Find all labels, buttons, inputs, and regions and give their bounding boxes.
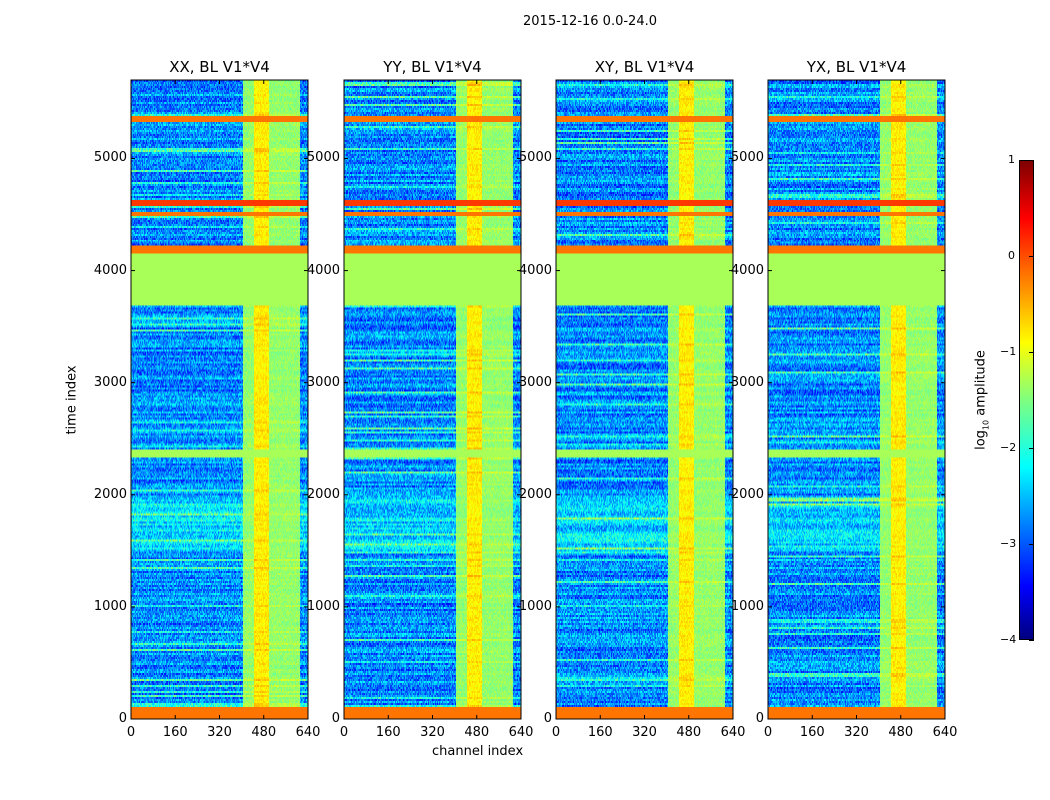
y-tick-label: 3000 [306,374,340,390]
x-tick-label: 640 [508,725,534,740]
heatmap-panel-3: YX, BL V1*V4 0 160 320 480 640 0 1000 2000 3000 40… [731,58,958,740]
figure-title: 2015-12-16 0.0-24.0 [523,14,657,29]
y-tick-label: 1000 [93,598,127,614]
x-tick-label: 0 [551,725,561,740]
colorbar-tick-mark [1029,640,1034,641]
y-tick-label: 3000 [518,374,552,390]
colorbar-tick-mark [1029,544,1034,545]
x-tick-label: 640 [295,725,321,740]
x-tick-label: 640 [932,725,958,740]
x-tick-label: 0 [763,725,773,740]
panel-title: XY, BL V1*V4 [594,58,695,76]
colorbar-tick-mark [1029,256,1034,257]
x-tick-label: 320 [844,725,869,740]
y-tick-label: 3000 [93,374,127,390]
colorbar-label: log10 amplitude [973,350,991,450]
y-tick-label: 0 [543,711,552,726]
x-tick-label: 320 [420,725,445,740]
y-tick-label: 4000 [306,262,340,278]
colorbar-tick-mark [1029,160,1034,161]
y-tick-label: 5000 [730,150,764,166]
y-tick-label: 4000 [518,262,552,278]
x-tick-label: 160 [375,725,401,740]
y-tick-label: 3000 [730,374,764,390]
x-tick-label: 160 [799,725,825,740]
y-axis-label: time index [64,365,80,435]
y-tick-label: 0 [755,711,764,726]
y-tick-label: 4000 [93,262,127,278]
heatmap-panel-1: YY, BL V1*V4 0 160 320 480 640 0 1000 2000 3000 40… [307,58,534,740]
heatmap-panel-0: XX, BL V1*V4 0 160 320 480 640 0 1000 2000 3000 40… [94,58,321,740]
x-tick-label: 320 [207,725,232,740]
axes-frame [555,79,734,720]
panel-title: YY, BL V1*V4 [383,58,482,76]
x-axis-label: channel index [432,744,524,759]
x-tick-label: 0 [126,725,136,740]
heatmap-image [344,80,521,719]
x-tick-label: 480 [888,725,914,740]
axes-frame [767,79,946,720]
colorbar-tick-label: −3 [1000,537,1017,550]
colorbar-tick-label: −2 [1000,441,1017,454]
x-tick-label: 0 [339,725,349,740]
y-tick-label: 2000 [518,486,552,502]
y-tick-label: 0 [118,711,127,726]
y-tick-label: 1000 [306,598,340,614]
y-tick-label: 1000 [518,598,552,614]
colorbar-tick-label: 1 [1008,153,1015,166]
x-tick-label: 640 [720,725,746,740]
axes-frame [130,79,309,720]
colorbar-tick-label: 0 [1008,249,1015,262]
y-tick-label: 4000 [730,262,764,278]
y-tick-label: 5000 [518,150,552,166]
x-tick-label: 320 [632,725,657,740]
x-tick-label: 480 [251,725,277,740]
colorbar-tick-label: −4 [1000,633,1017,646]
panel-title: YX, BL V1*V4 [806,58,907,76]
panel-title: XX, BL V1*V4 [169,58,270,76]
y-tick-label: 2000 [730,486,764,502]
y-tick-label: 2000 [306,486,340,502]
colorbar-tick-mark [1029,448,1034,449]
colorbar-tick-label: −1 [1000,345,1017,358]
x-tick-label: 160 [162,725,188,740]
heatmap-image [131,80,308,719]
x-tick-label: 480 [464,725,490,740]
heatmap-image [768,80,945,719]
x-tick-label: 480 [676,725,702,740]
y-tick-label: 5000 [306,150,340,166]
colorbar [1019,160,1034,640]
y-tick-label: 2000 [93,486,127,502]
heatmap-panel-2: XY, BL V1*V4 0 160 320 480 640 0 1000 2000 3000 40… [519,58,746,740]
x-tick-label: 160 [587,725,613,740]
axes-frame [343,79,522,720]
y-tick-label: 0 [331,711,340,726]
colorbar-tick-mark [1029,352,1034,353]
y-tick-label: 5000 [93,150,127,166]
y-tick-label: 1000 [730,598,764,614]
heatmap-image [556,80,733,719]
